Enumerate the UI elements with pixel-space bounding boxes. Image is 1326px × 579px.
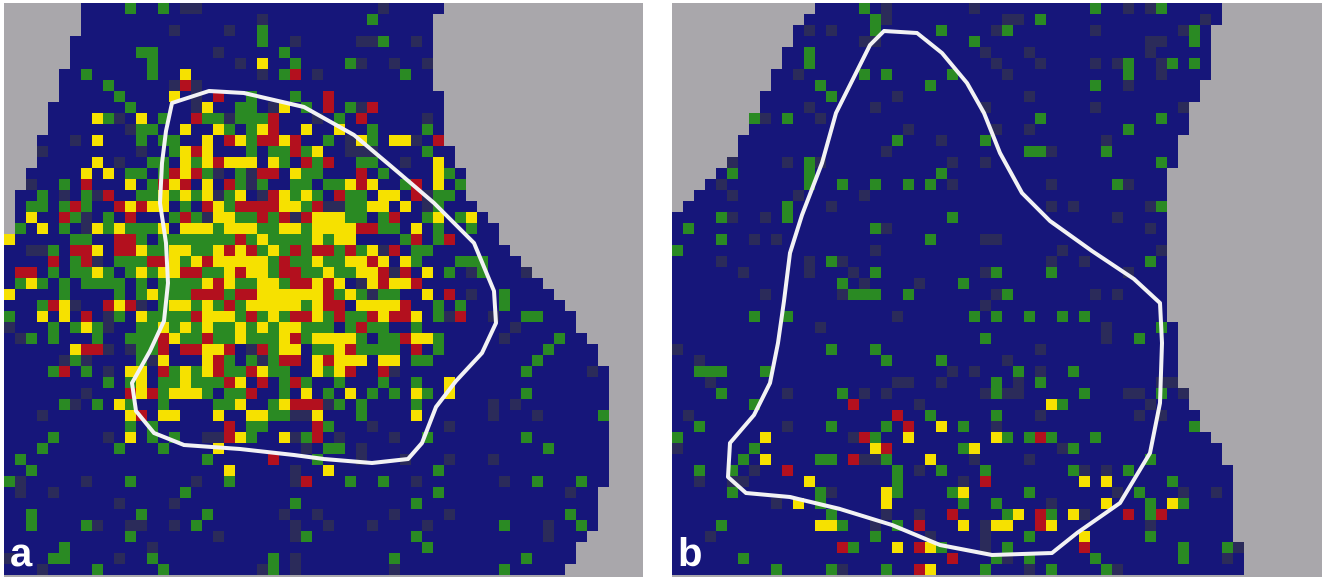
contour-overlay-b	[726, 29, 1164, 557]
panel-label-b: b	[678, 531, 703, 575]
region-outline-a	[130, 89, 498, 465]
heatmap-a	[4, 3, 643, 577]
heatmap-b	[672, 3, 1322, 577]
contour-overlay-a	[130, 89, 498, 465]
panel-a: a	[4, 3, 643, 577]
panel-b: b	[672, 3, 1322, 577]
panel-label-a: a	[10, 531, 33, 575]
region-outline-b	[726, 29, 1164, 557]
